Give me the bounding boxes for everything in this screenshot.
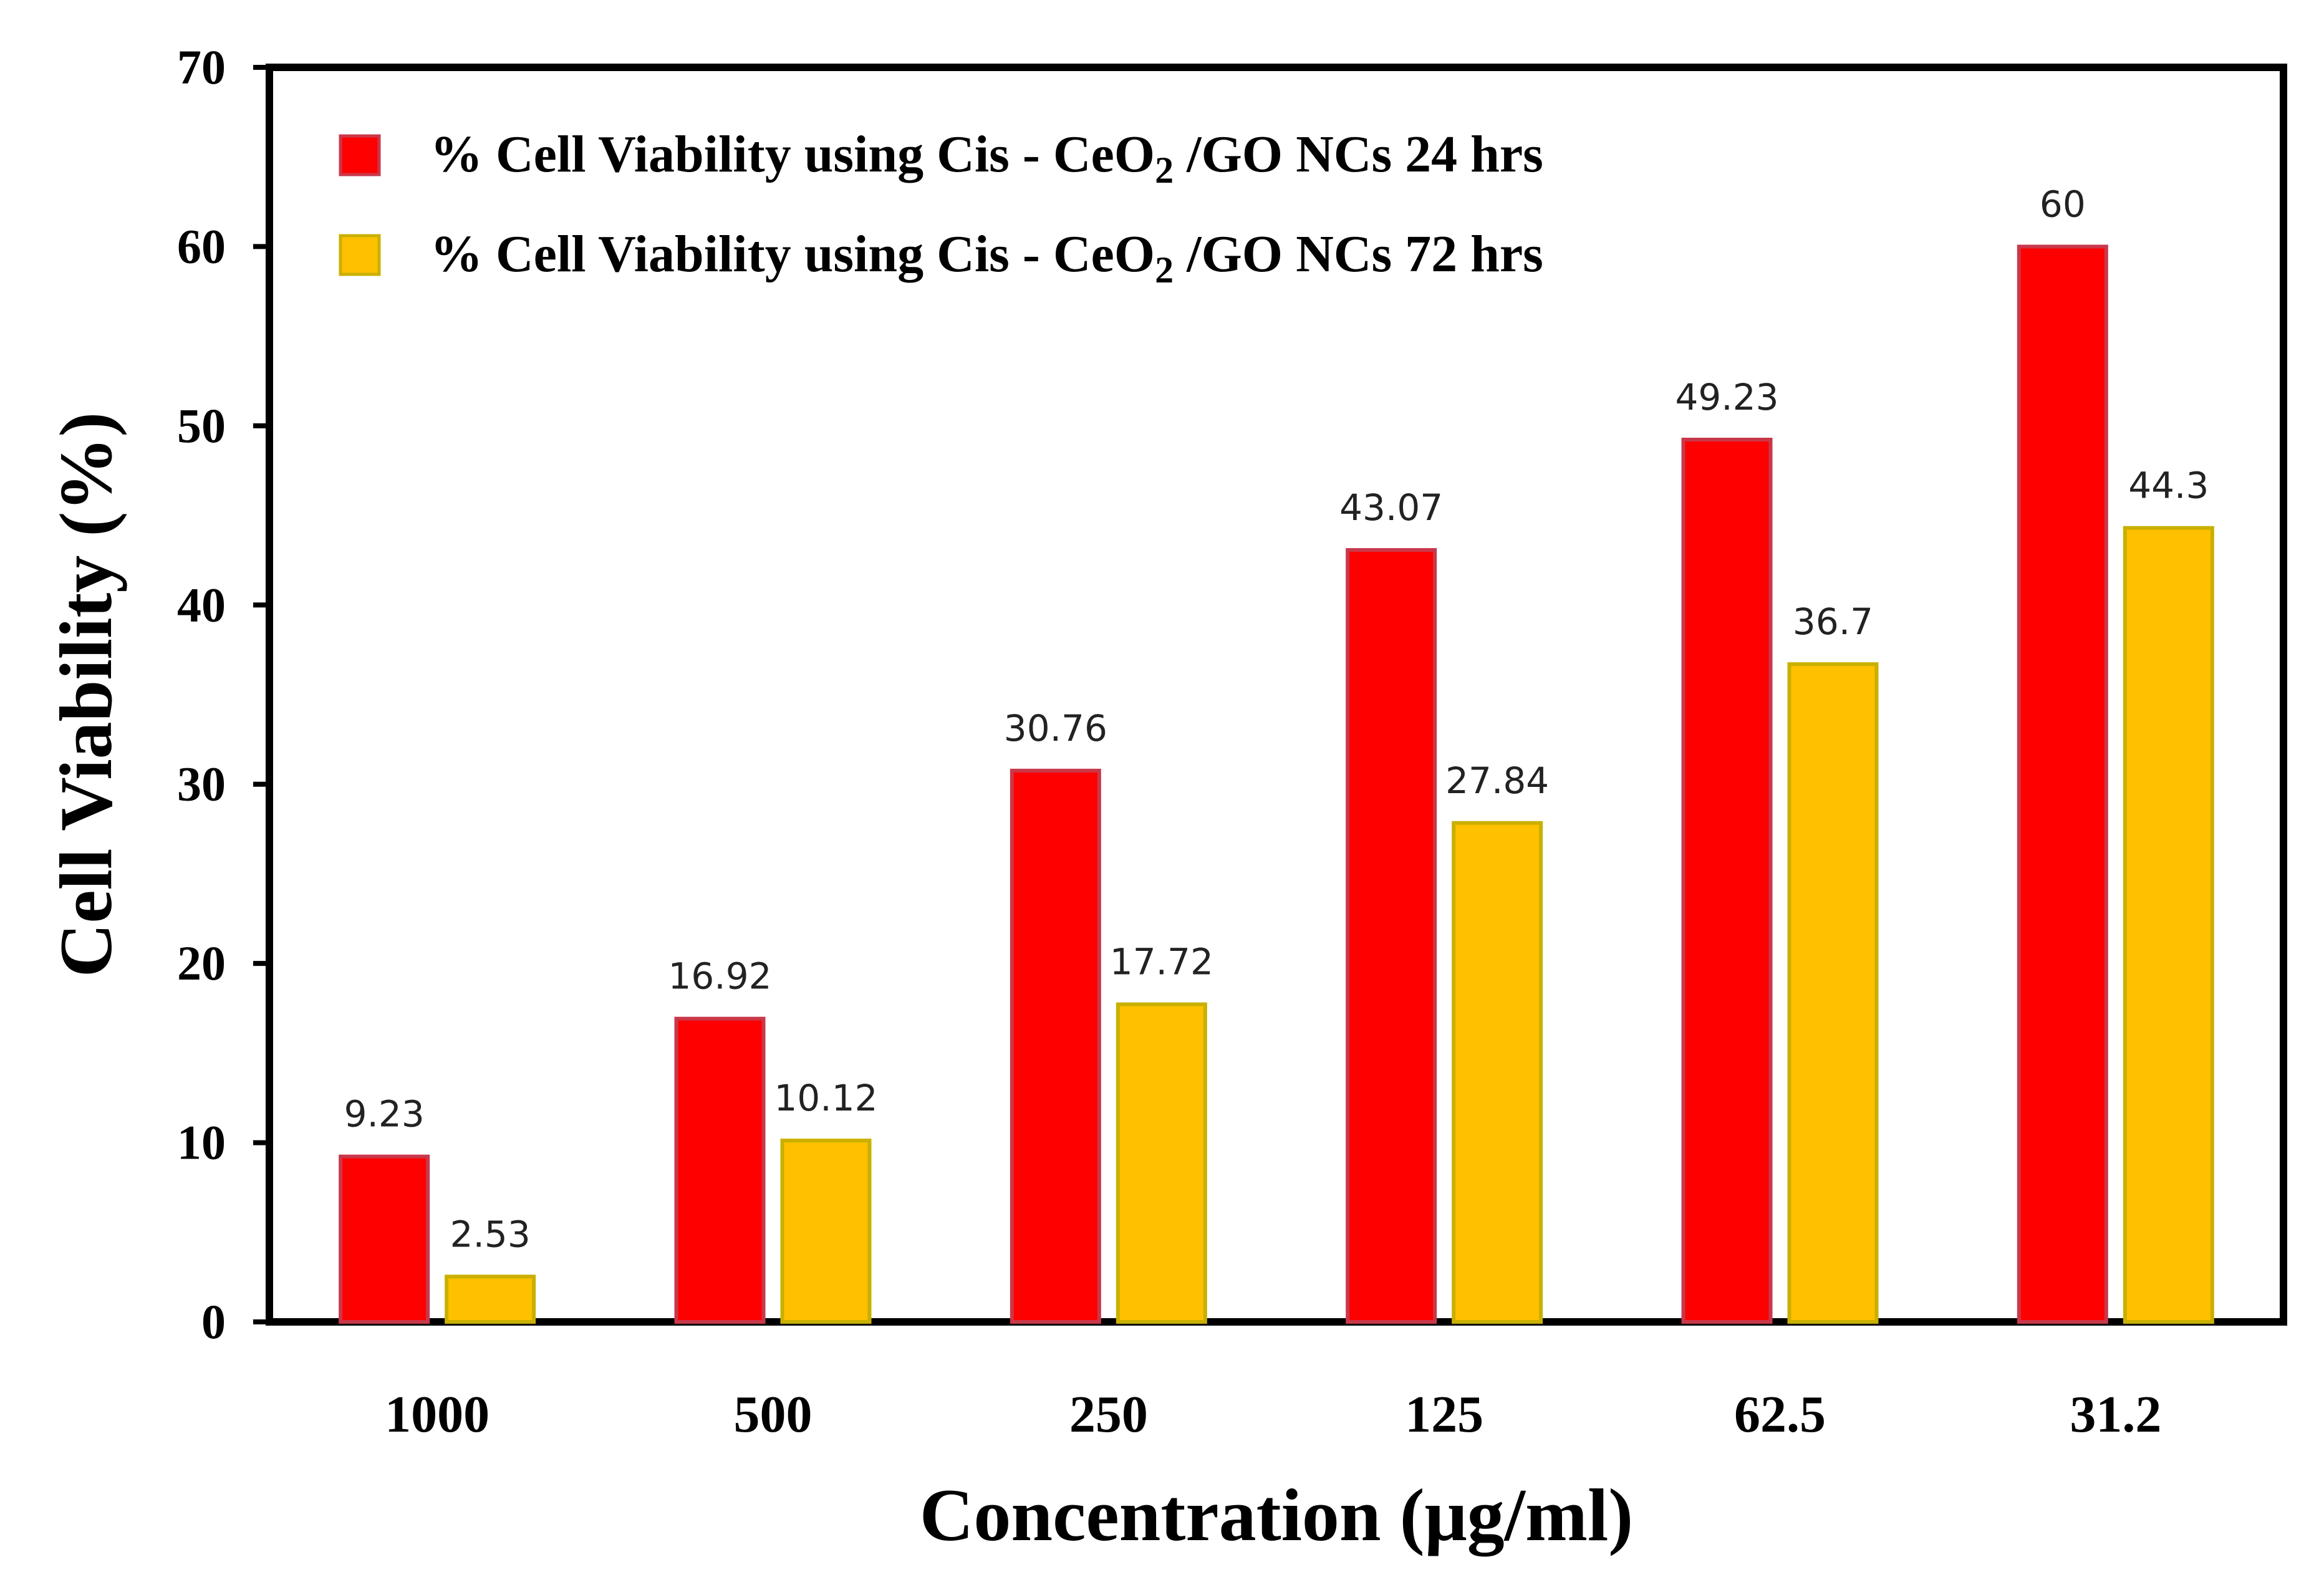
bar-72hrs-500 bbox=[780, 1139, 872, 1324]
x-tick-label-1000: 1000 bbox=[385, 1385, 489, 1443]
y-tick-label-50: 50 bbox=[177, 398, 226, 453]
data-label-72hrs-1000: 2.53 bbox=[450, 1213, 531, 1255]
y-tick-label-30: 30 bbox=[177, 757, 226, 811]
bar-24hrs-125 bbox=[1346, 548, 1437, 1324]
bar-24hrs-250 bbox=[1010, 768, 1101, 1324]
legend: % Cell Viability using Cis - CeO2 /GO NC… bbox=[339, 125, 1543, 291]
bar-24hrs-62-5 bbox=[1681, 437, 1773, 1324]
bar-72hrs-1000 bbox=[445, 1275, 536, 1324]
data-label-24hrs-62-5: 49.23 bbox=[1675, 376, 1778, 418]
legend-swatch-72hrs bbox=[339, 234, 381, 276]
y-axis-ticks: 0 10 20 30 40 50 60 70 bbox=[177, 40, 269, 1349]
x-axis-title: Concentration (μg/ml) bbox=[920, 1473, 1634, 1557]
x-axis-ticks: 1000 500 250 125 62.5 31.2 bbox=[385, 1385, 2161, 1443]
x-tick-label-250: 250 bbox=[1069, 1385, 1148, 1443]
y-tick-label-0: 0 bbox=[201, 1294, 226, 1349]
x-tick-label-500: 500 bbox=[734, 1385, 812, 1443]
data-label-24hrs-250: 30.76 bbox=[1004, 707, 1107, 749]
bars-layer: 9.23 2.53 16.92 10.12 30.76 17.72 43.07 27.84 49… bbox=[339, 183, 2214, 1324]
legend-label-24hrs: % Cell Viability using Cis - CeO2 /GO NC… bbox=[430, 125, 1543, 191]
bar-72hrs-62-5 bbox=[1787, 662, 1879, 1324]
data-label-72hrs-500: 10.12 bbox=[774, 1077, 877, 1119]
legend-swatch-24hrs bbox=[339, 134, 381, 176]
bar-72hrs-125 bbox=[1452, 821, 1543, 1324]
data-label-24hrs-500: 16.92 bbox=[668, 955, 771, 998]
data-label-24hrs-31-2: 60 bbox=[2040, 183, 2086, 225]
x-tick-label-62-5: 62.5 bbox=[1734, 1385, 1826, 1443]
x-tick-label-125: 125 bbox=[1405, 1385, 1483, 1443]
legend-entry-24hrs: % Cell Viability using Cis - CeO2 /GO NC… bbox=[339, 125, 1543, 191]
legend-entry-72hrs: % Cell Viability using Cis - CeO2 /GO NC… bbox=[339, 225, 1543, 291]
y-tick-label-70: 70 bbox=[177, 40, 226, 94]
x-tick-label-31-2: 31.2 bbox=[2070, 1385, 2161, 1443]
data-label-72hrs-62-5: 36.7 bbox=[1793, 600, 1873, 643]
bar-72hrs-250 bbox=[1116, 1002, 1207, 1324]
legend-label-72hrs: % Cell Viability using Cis - CeO2 /GO NC… bbox=[430, 225, 1543, 291]
data-label-72hrs-31-2: 44.3 bbox=[2128, 465, 2209, 507]
y-tick-label-40: 40 bbox=[177, 577, 226, 632]
data-label-24hrs-125: 43.07 bbox=[1339, 486, 1443, 529]
data-label-72hrs-250: 17.72 bbox=[1110, 941, 1213, 983]
y-tick-label-60: 60 bbox=[177, 219, 226, 273]
data-label-72hrs-125: 27.84 bbox=[1445, 759, 1549, 802]
bar-72hrs-31-2 bbox=[2123, 526, 2214, 1324]
data-label-24hrs-1000: 9.23 bbox=[344, 1093, 425, 1135]
plot-frame bbox=[266, 64, 2287, 1326]
bar-24hrs-500 bbox=[674, 1016, 766, 1324]
bar-24hrs-31-2 bbox=[2017, 244, 2108, 1324]
bar-24hrs-1000 bbox=[339, 1154, 430, 1324]
y-tick-label-20: 20 bbox=[177, 936, 226, 990]
y-tick-label-10: 10 bbox=[177, 1116, 226, 1170]
y-axis-title: Cell Viability (%) bbox=[44, 412, 127, 978]
